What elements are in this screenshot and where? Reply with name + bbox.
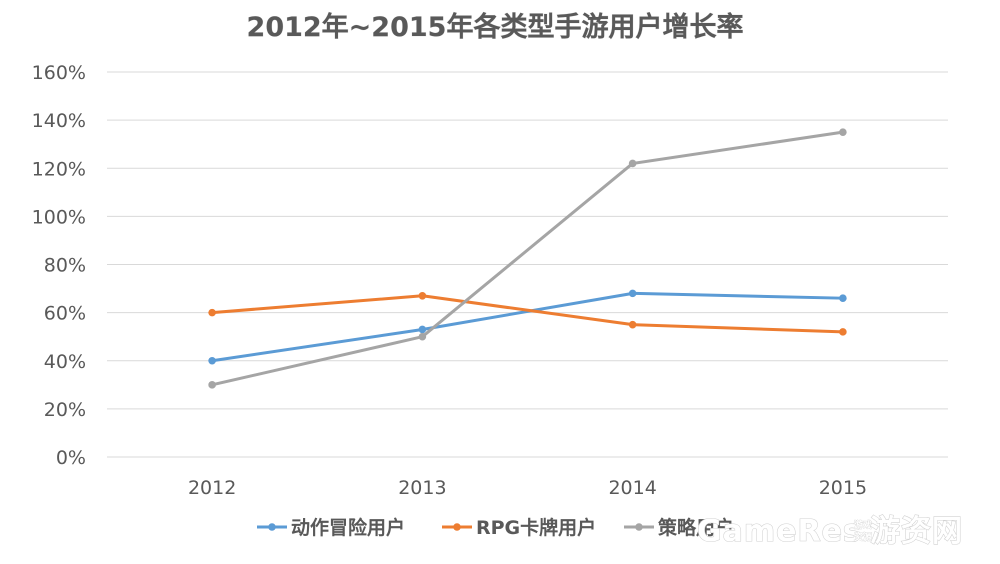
data-point [628, 289, 637, 298]
series-line [210, 291, 845, 363]
data-point [628, 159, 637, 168]
legend-label: 动作冒险用户 [291, 516, 405, 539]
chart-title: 2012年~2015年各类型手游用户增长率 [247, 11, 744, 43]
gridlines [107, 71, 948, 458]
watermark-small-bottom: 资源 [854, 531, 872, 543]
y-tick-label: 0% [56, 447, 86, 469]
data-point [839, 328, 847, 336]
x-tick-label: 2012 [188, 477, 236, 499]
y-tick-label: 120% [32, 158, 86, 180]
x-tick-label: 2014 [608, 477, 656, 499]
x-tick-label: 2015 [819, 477, 867, 499]
watermark-logo: GameRes 游戏 资源 游资网 [696, 513, 963, 549]
legend-item: 动作冒险用户 [257, 516, 405, 539]
y-tick-label: 100% [32, 206, 86, 228]
legend: 动作冒险用户 RPG卡牌用户 策略用户 [257, 516, 734, 539]
legend-swatch-marker [268, 523, 276, 531]
data-point [418, 291, 427, 300]
legend-item: RPG卡牌用户 [442, 516, 596, 539]
y-tick-label: 140% [32, 110, 86, 132]
y-axis-ticks: 0% 20% 40% 60% 80% 100% 120% 140% 160% [32, 62, 86, 469]
data-point [418, 332, 427, 341]
y-tick-label: 160% [32, 62, 86, 84]
data-point [208, 308, 216, 317]
data-point [208, 356, 216, 365]
x-axis-ticks: 2012 2013 2014 2015 [188, 477, 867, 499]
x-tick-label: 2013 [398, 477, 446, 499]
watermark-suffix: 游资网 [870, 514, 963, 549]
series-line [210, 130, 845, 387]
watermark-brand: GameRes [697, 514, 862, 549]
y-tick-label: 40% [44, 351, 86, 373]
legend-label: RPG卡牌用户 [476, 516, 596, 539]
y-tick-label: 60% [44, 303, 86, 325]
y-tick-label: 80% [44, 255, 86, 277]
legend-swatch-marker [453, 523, 461, 531]
legend-item: 策略用户 [624, 516, 734, 539]
data-point [418, 325, 427, 334]
legend-label: 策略用户 [658, 516, 734, 539]
series-lines [208, 128, 847, 389]
data-point [839, 294, 847, 302]
data-point [839, 128, 847, 136]
data-point [208, 381, 216, 389]
watermark-small-top: 游戏 [854, 519, 872, 531]
series-line [210, 294, 845, 334]
legend-swatch-marker [635, 523, 643, 531]
data-point [628, 320, 637, 329]
y-tick-label: 20% [44, 399, 86, 421]
